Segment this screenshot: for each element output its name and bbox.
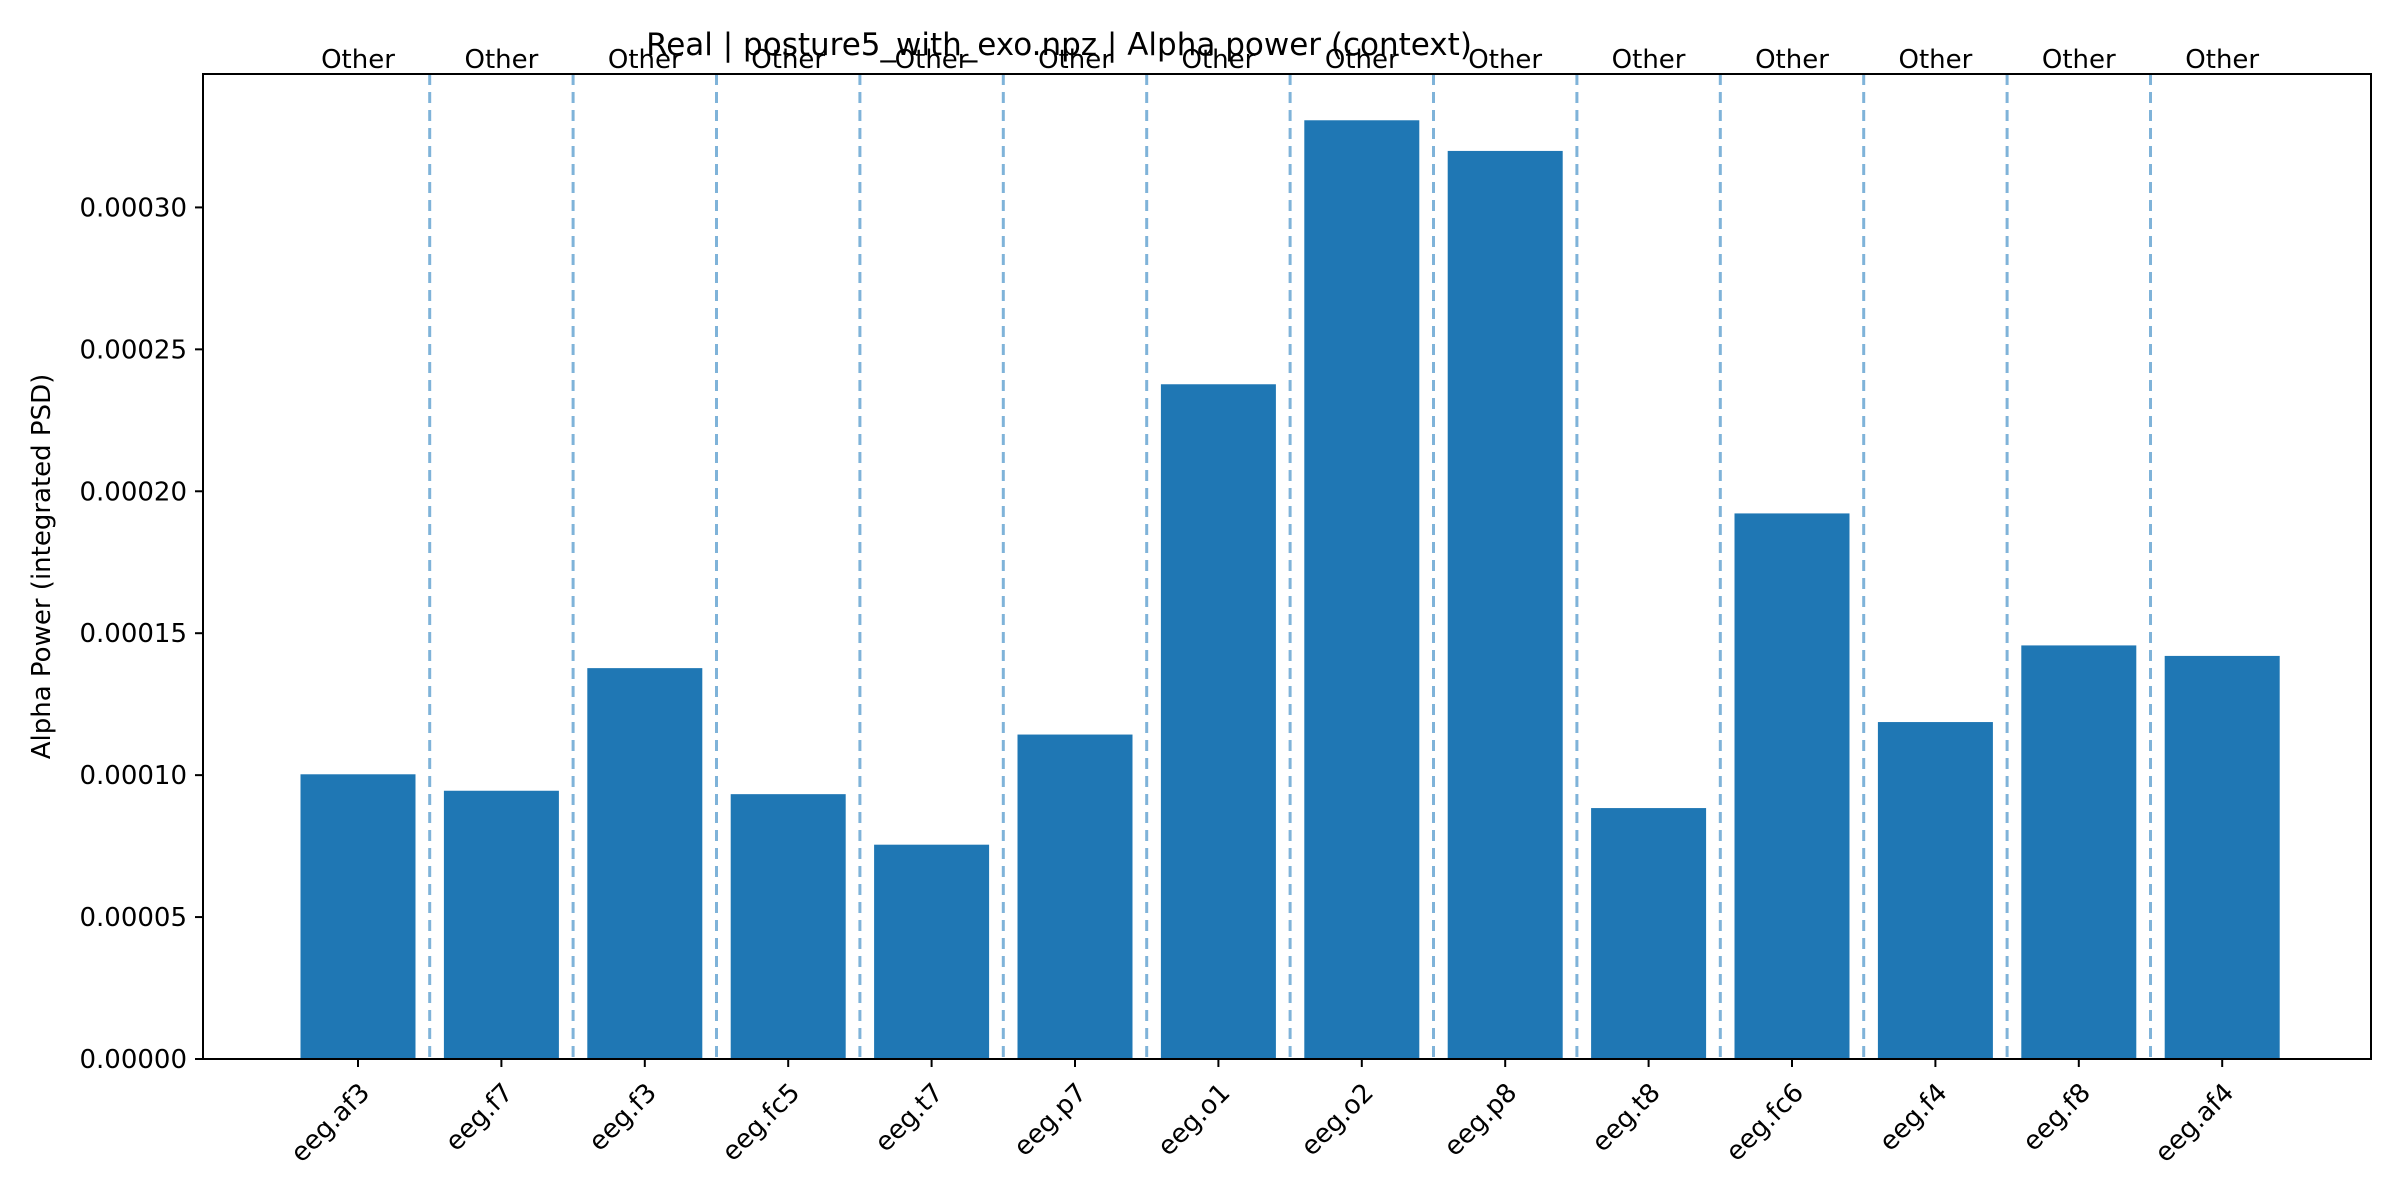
plot-frame [202,73,2372,1060]
y-tick-label: 0.00030 [79,193,187,223]
bar-eeg-o2 [1304,120,1420,1059]
bar-eeg-t7 [874,844,990,1059]
x-tick-label: eeg.f3 [583,1078,663,1158]
x-tick-label: eeg.t7 [869,1078,949,1158]
group-label: Other [895,45,969,75]
bar-eeg-fc5 [730,794,846,1059]
group-labels: Other Other Other Other Other Other Other Other… [321,45,2259,75]
group-label: Other [321,45,395,75]
bar-eeg-p7 [1017,734,1133,1059]
x-tick-label: eeg.o1 [1152,1078,1236,1162]
group-label: Other [751,45,825,75]
x-tick-label: eeg.t8 [1586,1078,1666,1158]
bar-eeg-f4 [1877,722,1993,1059]
x-tick-label: eeg.p7 [1008,1078,1093,1163]
bar-eeg-af4 [2164,655,2280,1059]
separator-lines [428,74,2152,1059]
group-label: Other [608,45,682,75]
y-tick-label: 0.00015 [79,619,187,649]
group-label: Other [1755,45,1829,75]
x-tick-label: eeg.af3 [285,1078,376,1169]
x-tick-label: eeg.o2 [1295,1078,1379,1162]
group-label: Other [464,45,538,75]
group-label: Other [2042,45,2116,75]
x-tick-label: eeg.f8 [2017,1078,2097,1158]
chart-title: Real | posture5_with_exo.npz | Alpha pow… [646,27,1472,63]
y-tick-label: 0.00020 [79,477,187,507]
bar-eeg-f8 [2021,645,2137,1059]
x-tick-label: eeg.f7 [440,1078,520,1158]
group-label: Other [1181,45,1255,75]
y-tick-label: 0.00000 [79,1045,187,1075]
bars [300,120,2280,1059]
y-tick-label: 0.00025 [79,335,187,365]
x-tick-label: eeg.f4 [1874,1078,1954,1158]
group-label: Other [2185,45,2259,75]
group-label: Other [1898,45,1972,75]
bar-eeg-fc6 [1734,513,1850,1059]
y-tick-label: 0.00005 [79,903,187,933]
bar-eeg-t8 [1591,808,1707,1059]
x-tick-label: eeg.fc5 [717,1078,807,1168]
bar-eeg-f3 [587,668,703,1059]
bar-eeg-af3 [300,774,416,1059]
y-axis: 0.00000 0.00005 0.00010 0.00015 0.00020 0.000… [79,193,203,1075]
group-label: Other [1038,45,1112,75]
x-tick-label: eeg.p8 [1438,1078,1523,1163]
y-tick-label: 0.00010 [79,761,187,791]
x-tick-label: eeg.af4 [2149,1078,2240,1169]
group-label: Other [1468,45,1542,75]
x-axis: eeg.af3 eeg.f7 eeg.f3 eeg.fc5 eeg.t7 eeg.p7 ee… [285,1059,2240,1169]
bar-eeg-o1 [1160,384,1276,1059]
group-label: Other [1325,45,1399,75]
bar-eeg-p8 [1447,150,1563,1059]
y-axis-label: Alpha Power (integrated PSD) [27,374,57,760]
x-tick-label: eeg.fc6 [1720,1078,1810,1168]
bar-eeg-f7 [443,790,559,1059]
group-label: Other [1612,45,1686,75]
